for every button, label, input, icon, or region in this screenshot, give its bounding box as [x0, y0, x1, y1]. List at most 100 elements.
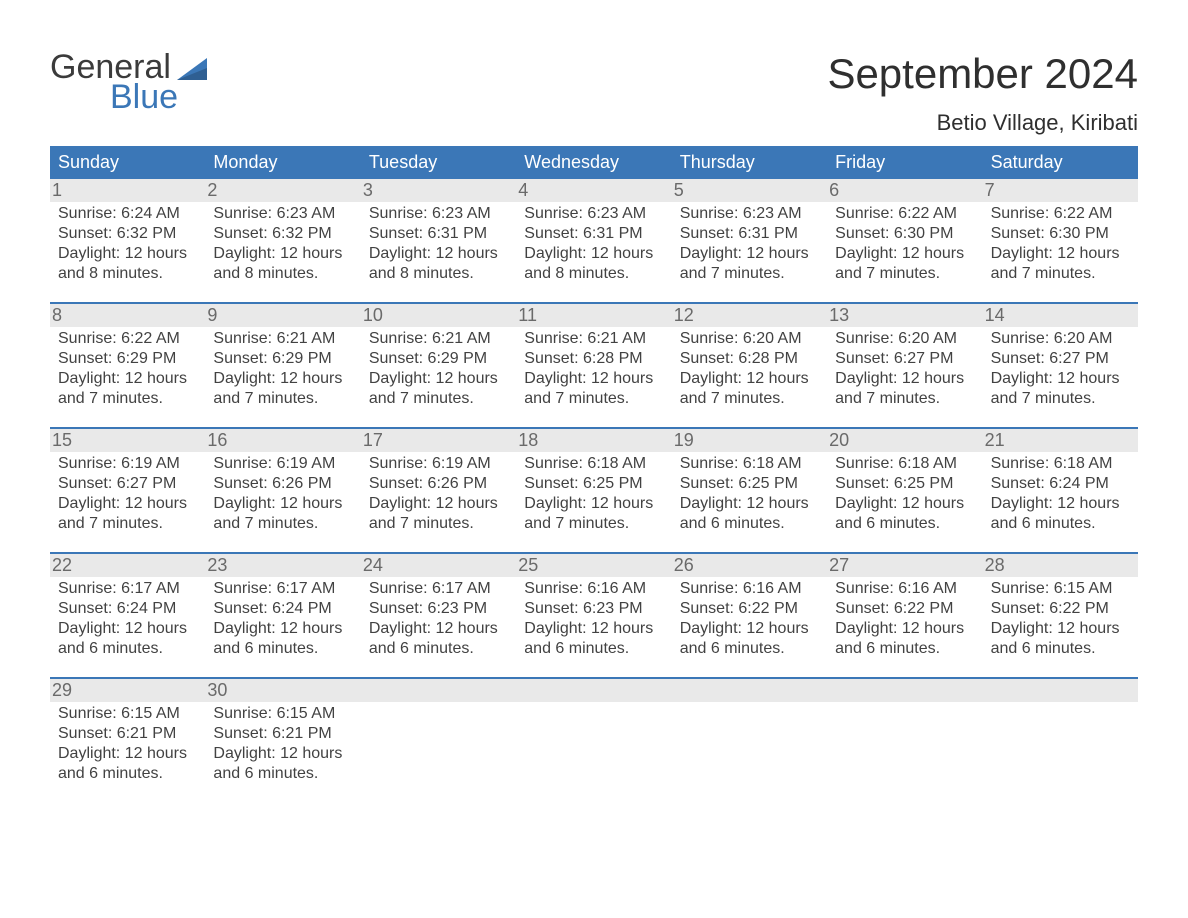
day-info: Sunrise: 6:20 AMSunset: 6:27 PMDaylight:…: [991, 329, 1130, 409]
sunrise-line: Sunrise: 6:19 AM: [213, 454, 352, 474]
day-cell: 21Sunrise: 6:18 AMSunset: 6:24 PMDayligh…: [983, 429, 1138, 534]
day-info: Sunrise: 6:18 AMSunset: 6:25 PMDaylight:…: [524, 454, 663, 534]
daylight-line: Daylight: 12 hours and 7 minutes.: [835, 244, 974, 284]
day-info: Sunrise: 6:15 AMSunset: 6:21 PMDaylight:…: [58, 704, 197, 784]
day-number: 6: [827, 179, 982, 202]
daylight-line: Daylight: 12 hours and 7 minutes.: [680, 369, 819, 409]
sunrise-line: Sunrise: 6:16 AM: [524, 579, 663, 599]
sunset-line: Sunset: 6:25 PM: [524, 474, 663, 494]
day-info: Sunrise: 6:20 AMSunset: 6:27 PMDaylight:…: [835, 329, 974, 409]
sunrise-line: Sunrise: 6:18 AM: [991, 454, 1130, 474]
dow-header: Wednesday: [516, 146, 671, 179]
week-spacer: [50, 659, 1138, 677]
day-number: 14: [983, 304, 1138, 327]
day-number: 18: [516, 429, 671, 452]
day-number: 26: [672, 554, 827, 577]
sunset-line: Sunset: 6:27 PM: [991, 349, 1130, 369]
dow-header: Monday: [205, 146, 360, 179]
day-cell: [983, 679, 1138, 784]
day-cell: 22Sunrise: 6:17 AMSunset: 6:24 PMDayligh…: [50, 554, 205, 659]
sunset-line: Sunset: 6:25 PM: [835, 474, 974, 494]
day-info: Sunrise: 6:19 AMSunset: 6:27 PMDaylight:…: [58, 454, 197, 534]
day-info: Sunrise: 6:19 AMSunset: 6:26 PMDaylight:…: [369, 454, 508, 534]
week-spacer: [50, 284, 1138, 302]
day-number: 15: [50, 429, 205, 452]
day-cell: 5Sunrise: 6:23 AMSunset: 6:31 PMDaylight…: [672, 179, 827, 284]
day-cell: 11Sunrise: 6:21 AMSunset: 6:28 PMDayligh…: [516, 304, 671, 409]
day-number: 25: [516, 554, 671, 577]
sunset-line: Sunset: 6:21 PM: [58, 724, 197, 744]
sunrise-line: Sunrise: 6:23 AM: [369, 204, 508, 224]
sunrise-line: Sunrise: 6:16 AM: [835, 579, 974, 599]
daylight-line: Daylight: 12 hours and 7 minutes.: [369, 494, 508, 534]
day-number: 29: [50, 679, 205, 702]
day-cell: 13Sunrise: 6:20 AMSunset: 6:27 PMDayligh…: [827, 304, 982, 409]
daylight-line: Daylight: 12 hours and 6 minutes.: [524, 619, 663, 659]
sunset-line: Sunset: 6:23 PM: [524, 599, 663, 619]
daylight-line: Daylight: 12 hours and 7 minutes.: [524, 369, 663, 409]
sunrise-line: Sunrise: 6:15 AM: [991, 579, 1130, 599]
sunrise-line: Sunrise: 6:22 AM: [835, 204, 974, 224]
sunset-line: Sunset: 6:29 PM: [58, 349, 197, 369]
day-info: Sunrise: 6:24 AMSunset: 6:32 PMDaylight:…: [58, 204, 197, 284]
sunset-line: Sunset: 6:22 PM: [991, 599, 1130, 619]
sunrise-line: Sunrise: 6:18 AM: [835, 454, 974, 474]
day-cell: 30Sunrise: 6:15 AMSunset: 6:21 PMDayligh…: [205, 679, 360, 784]
day-info: Sunrise: 6:22 AMSunset: 6:30 PMDaylight:…: [991, 204, 1130, 284]
daylight-line: Daylight: 12 hours and 6 minutes.: [680, 494, 819, 534]
day-info: Sunrise: 6:15 AMSunset: 6:22 PMDaylight:…: [991, 579, 1130, 659]
sunrise-line: Sunrise: 6:16 AM: [680, 579, 819, 599]
week-spacer: [50, 534, 1138, 552]
day-cell: 14Sunrise: 6:20 AMSunset: 6:27 PMDayligh…: [983, 304, 1138, 409]
day-info: Sunrise: 6:21 AMSunset: 6:29 PMDaylight:…: [369, 329, 508, 409]
daylight-line: Daylight: 12 hours and 7 minutes.: [991, 369, 1130, 409]
sunset-line: Sunset: 6:30 PM: [991, 224, 1130, 244]
day-cell: 16Sunrise: 6:19 AMSunset: 6:26 PMDayligh…: [205, 429, 360, 534]
day-number: 27: [827, 554, 982, 577]
day-number: [983, 679, 1138, 702]
day-cell: 24Sunrise: 6:17 AMSunset: 6:23 PMDayligh…: [361, 554, 516, 659]
month-title: September 2024: [827, 50, 1138, 98]
calendar-grid: SundayMondayTuesdayWednesdayThursdayFrid…: [50, 146, 1138, 784]
day-number: [516, 679, 671, 702]
day-info: Sunrise: 6:21 AMSunset: 6:29 PMDaylight:…: [213, 329, 352, 409]
daylight-line: Daylight: 12 hours and 7 minutes.: [58, 494, 197, 534]
sunrise-line: Sunrise: 6:15 AM: [58, 704, 197, 724]
daylight-line: Daylight: 12 hours and 6 minutes.: [835, 494, 974, 534]
sunrise-line: Sunrise: 6:20 AM: [991, 329, 1130, 349]
sunset-line: Sunset: 6:24 PM: [991, 474, 1130, 494]
dow-header: Tuesday: [361, 146, 516, 179]
daylight-line: Daylight: 12 hours and 6 minutes.: [213, 744, 352, 784]
sunset-line: Sunset: 6:23 PM: [369, 599, 508, 619]
daylight-line: Daylight: 12 hours and 6 minutes.: [58, 619, 197, 659]
sunset-line: Sunset: 6:22 PM: [835, 599, 974, 619]
sunset-line: Sunset: 6:32 PM: [58, 224, 197, 244]
day-cell: 3Sunrise: 6:23 AMSunset: 6:31 PMDaylight…: [361, 179, 516, 284]
day-cell: 29Sunrise: 6:15 AMSunset: 6:21 PMDayligh…: [50, 679, 205, 784]
day-info: Sunrise: 6:17 AMSunset: 6:23 PMDaylight:…: [369, 579, 508, 659]
dow-header: Sunday: [50, 146, 205, 179]
day-cell: [361, 679, 516, 784]
daylight-line: Daylight: 12 hours and 7 minutes.: [369, 369, 508, 409]
day-cell: 26Sunrise: 6:16 AMSunset: 6:22 PMDayligh…: [672, 554, 827, 659]
day-number: 4: [516, 179, 671, 202]
day-number: 28: [983, 554, 1138, 577]
day-cell: 27Sunrise: 6:16 AMSunset: 6:22 PMDayligh…: [827, 554, 982, 659]
day-cell: 8Sunrise: 6:22 AMSunset: 6:29 PMDaylight…: [50, 304, 205, 409]
day-cell: 12Sunrise: 6:20 AMSunset: 6:28 PMDayligh…: [672, 304, 827, 409]
day-number: 17: [361, 429, 516, 452]
sunrise-line: Sunrise: 6:15 AM: [213, 704, 352, 724]
day-cell: 15Sunrise: 6:19 AMSunset: 6:27 PMDayligh…: [50, 429, 205, 534]
day-number: 23: [205, 554, 360, 577]
sunrise-line: Sunrise: 6:20 AM: [680, 329, 819, 349]
daylight-line: Daylight: 12 hours and 6 minutes.: [835, 619, 974, 659]
daylight-line: Daylight: 12 hours and 6 minutes.: [680, 619, 819, 659]
sunrise-line: Sunrise: 6:24 AM: [58, 204, 197, 224]
dow-header: Friday: [827, 146, 982, 179]
header: General Blue September 2024 Betio Villag…: [50, 50, 1138, 142]
day-cell: [516, 679, 671, 784]
day-info: Sunrise: 6:21 AMSunset: 6:28 PMDaylight:…: [524, 329, 663, 409]
sunrise-line: Sunrise: 6:22 AM: [58, 329, 197, 349]
day-cell: 18Sunrise: 6:18 AMSunset: 6:25 PMDayligh…: [516, 429, 671, 534]
day-info: Sunrise: 6:23 AMSunset: 6:31 PMDaylight:…: [680, 204, 819, 284]
